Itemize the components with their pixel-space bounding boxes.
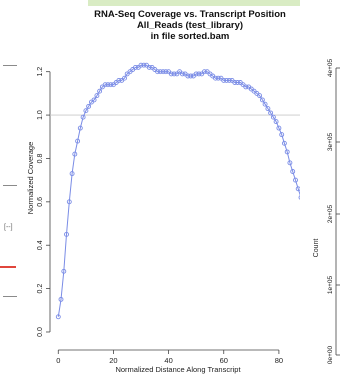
data-point (287, 160, 293, 166)
data-point (279, 132, 285, 138)
data-point (102, 82, 108, 88)
right-count-axis: 0e+00 1e+05 2e+05 3e+05 4e+05 Count (313, 58, 340, 364)
data-point (179, 71, 185, 77)
left-strip-label: [--] (4, 224, 13, 231)
y-tick-label: 0.4 (37, 240, 44, 250)
chart-title: RNA-Seq Coverage vs. Transcript Position (94, 9, 286, 20)
data-point (273, 119, 279, 125)
top-highlight-bar (88, 0, 346, 6)
data-point (108, 82, 114, 88)
right-y-tick-label: 3e+05 (327, 132, 334, 151)
data-point (83, 108, 89, 114)
data-point (224, 77, 229, 83)
y-tick-label: 0.6 (37, 197, 44, 207)
data-point (66, 199, 72, 205)
x-tick-label: 0 (56, 356, 60, 365)
data-point (276, 125, 282, 131)
data-point (226, 77, 232, 83)
y-tick-label: 1.2 (37, 67, 44, 77)
x-tick-label: 40 (164, 356, 172, 365)
data-point (138, 62, 144, 68)
data-point (259, 97, 265, 103)
data-point (290, 169, 296, 174)
x-tick-label: 80 (275, 356, 283, 365)
right-y-axis-label: Count (313, 239, 320, 258)
data-point (171, 71, 177, 77)
data-point (157, 69, 163, 75)
left-strip-rule (3, 296, 17, 297)
left-strip-rule (3, 65, 17, 66)
data-point (188, 73, 194, 79)
y-tick-label: 1.0 (37, 110, 44, 120)
data-point (105, 82, 111, 88)
data-point (196, 71, 202, 77)
x-tick-label: 20 (109, 356, 117, 365)
data-point (265, 106, 271, 112)
data-point (97, 88, 103, 94)
data-point (86, 103, 92, 109)
data-point (243, 84, 249, 90)
data-point (77, 125, 83, 131)
x-tick-label: 60 (220, 356, 228, 365)
y-axis: 0.0 0.2 0.4 0.6 0.8 1.0 1.2 (37, 67, 51, 337)
y-tick-label: 0.2 (37, 284, 44, 294)
data-point (61, 268, 67, 274)
data-point (122, 75, 127, 81)
data-point (293, 177, 298, 183)
data-point (284, 149, 290, 155)
data-point (69, 171, 75, 177)
y-tick-label: 0.8 (37, 153, 44, 163)
data-point (185, 73, 191, 79)
y-tick-label: 0.0 (37, 327, 44, 337)
left-strip-rule (3, 185, 17, 186)
data-point (221, 77, 227, 83)
data-point (133, 64, 138, 70)
chart-subtitle-line-1: All_Reads (test_library) (136, 20, 244, 31)
data-point (75, 138, 81, 144)
data-point (58, 296, 64, 302)
data-point (168, 71, 174, 77)
coverage-line (57, 64, 310, 317)
right-count-panel: 0e+00 1e+05 2e+05 3e+05 4e+05 Count (300, 0, 346, 377)
data-point (163, 69, 169, 75)
data-point (72, 151, 78, 157)
data-point (146, 64, 152, 70)
right-y-tick-label: 2e+05 (327, 204, 334, 223)
data-point (55, 314, 61, 320)
data-point (232, 80, 238, 85)
data-point (64, 231, 69, 237)
right-y-tick-label: 0e+00 (327, 345, 334, 364)
data-point (235, 80, 240, 85)
data-point (94, 93, 100, 99)
x-axis: 0 20 40 60 80 (56, 349, 283, 365)
data-point (281, 140, 287, 146)
y-axis-label: Normalized Coverage (26, 142, 35, 215)
data-point (257, 93, 263, 99)
data-point (91, 97, 97, 103)
data-point (268, 110, 274, 116)
data-point (270, 114, 276, 120)
data-point (193, 71, 199, 77)
right-y-tick-label: 4e+05 (327, 58, 334, 77)
data-point (213, 75, 218, 81)
data-point (141, 62, 147, 68)
data-point (215, 75, 221, 81)
data-point (201, 69, 207, 75)
data-point (80, 114, 86, 120)
data-point (116, 77, 122, 83)
right-y-tick-label: 1e+05 (327, 275, 334, 294)
chart-subtitle-line-2: in file sorted.bam (150, 31, 230, 42)
x-axis-label: Normalized Distance Along Transcript (115, 365, 241, 374)
left-strip-marker (0, 266, 16, 268)
data-point (160, 69, 166, 75)
coverage-points (55, 62, 312, 320)
data-point (155, 69, 161, 75)
data-point (262, 101, 268, 107)
